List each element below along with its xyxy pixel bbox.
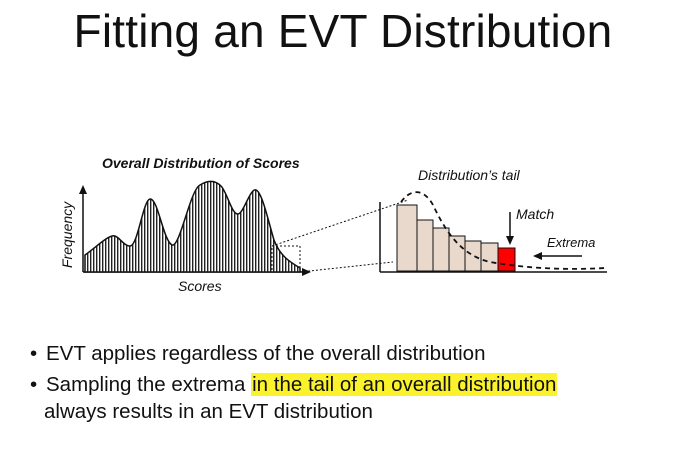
y-axis-label: Frequency [59, 201, 75, 268]
bullet-dot: • [30, 373, 38, 396]
tail-region-box [271, 245, 301, 273]
bullet-text: Sampling the extrema [46, 373, 252, 396]
bullet-item: • Sampling the extrema in the tail of an … [30, 371, 680, 425]
tail-title: Distribution’s tail [418, 167, 521, 183]
tail-bar-5 [464, 240, 482, 272]
zoom-line-top [271, 199, 409, 247]
bullet-item: • EVT applies regardless of the overall d… [30, 340, 680, 367]
extrema-label: Extrema [547, 235, 595, 250]
tail-bar-4 [448, 235, 466, 272]
y-axis-arrowhead [79, 185, 87, 194]
tail-bar-1 [396, 204, 418, 272]
bullet-dot: • [30, 342, 38, 365]
match-bar [497, 247, 516, 272]
x-axis-label: Scores [178, 278, 222, 294]
bullet-list: • EVT applies regardless of the overall d… [30, 340, 680, 429]
tail-bar-3 [432, 227, 450, 272]
zoom-line-bottom [299, 261, 394, 273]
tail-bar-2 [416, 219, 434, 272]
extrema-arrowhead [533, 252, 542, 260]
evt-diagram: Overall Distribution of Scores Frequency… [59, 155, 607, 294]
highlighted-text: in the tail of an overall distribution [251, 373, 558, 396]
match-arrowhead [506, 236, 514, 245]
x-axis-arrowhead [302, 268, 311, 276]
overall-distribution-title: Overall Distribution of Scores [102, 155, 300, 171]
bullet-text: EVT applies regardless of the overall di… [46, 342, 486, 365]
match-label: Match [516, 206, 554, 222]
overall-distribution-curve [84, 180, 301, 273]
tail-fit-curve [400, 191, 606, 270]
slide-title: Fitting an EVT Distribution [73, 5, 613, 57]
tail-bar-6 [480, 242, 499, 272]
bullet-continuation: always results in an EVT distribution [44, 400, 373, 423]
